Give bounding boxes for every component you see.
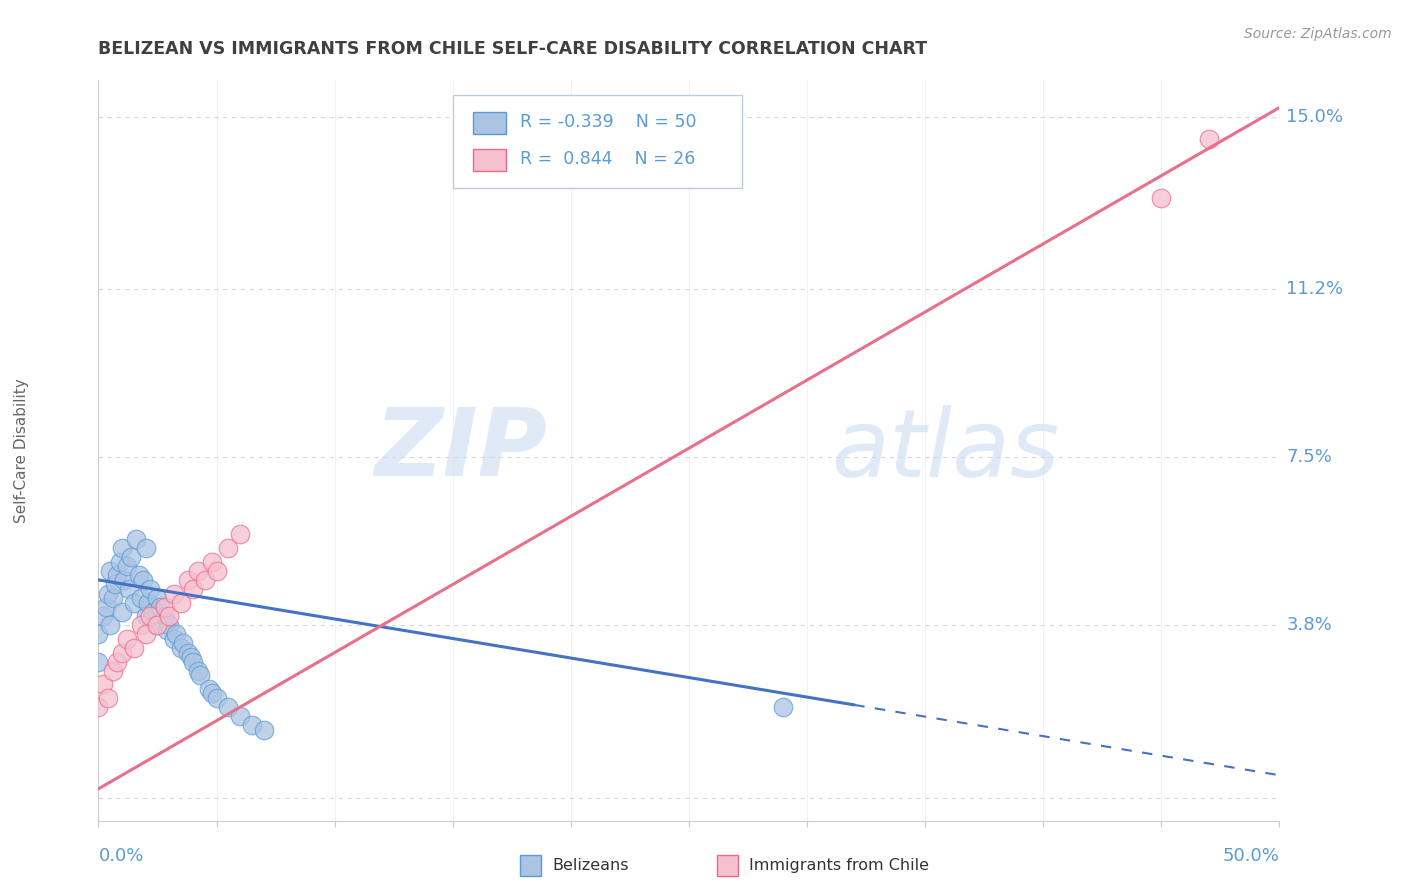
- Point: [94, 600, 117, 615]
- Text: ZIP: ZIP: [374, 404, 547, 497]
- Point: [153, 609, 176, 624]
- Text: R = -0.339    N = 50: R = -0.339 N = 50: [520, 113, 696, 131]
- Point: [149, 600, 172, 615]
- Point: [163, 586, 186, 600]
- Point: [136, 596, 159, 610]
- Point: [156, 623, 179, 637]
- Point: [115, 632, 138, 646]
- Point: [139, 609, 162, 624]
- Point: [105, 655, 128, 669]
- Point: [87, 627, 110, 641]
- Point: [201, 555, 224, 569]
- Point: [108, 555, 131, 569]
- Point: [135, 609, 157, 624]
- Point: [229, 527, 252, 541]
- Point: [170, 596, 193, 610]
- Point: [170, 641, 193, 656]
- Point: [163, 632, 186, 646]
- Text: Source: ZipAtlas.com: Source: ZipAtlas.com: [1244, 27, 1392, 41]
- Point: [91, 677, 114, 691]
- Point: [128, 568, 150, 582]
- Text: Self-Care Disability: Self-Care Disability: [14, 378, 28, 523]
- Point: [87, 700, 110, 714]
- Point: [139, 582, 162, 596]
- Point: [129, 618, 152, 632]
- Point: [91, 609, 114, 624]
- Point: [229, 709, 252, 723]
- Point: [98, 564, 121, 578]
- Point: [772, 700, 794, 714]
- Point: [180, 650, 202, 665]
- Point: [135, 627, 157, 641]
- Point: [115, 559, 138, 574]
- Point: [111, 605, 134, 619]
- Point: [118, 582, 141, 596]
- Point: [101, 664, 124, 678]
- Point: [104, 577, 127, 591]
- Text: 3.8%: 3.8%: [1286, 616, 1333, 634]
- Point: [122, 596, 145, 610]
- Point: [111, 646, 134, 660]
- Point: [153, 600, 176, 615]
- Point: [217, 541, 239, 555]
- Point: [201, 686, 224, 700]
- Point: [97, 586, 120, 600]
- Point: [1150, 191, 1173, 205]
- Text: BELIZEAN VS IMMIGRANTS FROM CHILE SELF-CARE DISABILITY CORRELATION CHART: BELIZEAN VS IMMIGRANTS FROM CHILE SELF-C…: [98, 40, 928, 58]
- Point: [177, 573, 200, 587]
- Point: [205, 691, 228, 706]
- Text: 7.5%: 7.5%: [1286, 449, 1333, 467]
- Point: [181, 582, 204, 596]
- Point: [187, 564, 209, 578]
- Point: [146, 591, 169, 605]
- Point: [1198, 132, 1220, 146]
- Point: [157, 618, 180, 632]
- Point: [122, 641, 145, 656]
- Point: [87, 655, 110, 669]
- Point: [97, 691, 120, 706]
- Point: [135, 541, 157, 555]
- Point: [98, 618, 121, 632]
- Point: [125, 532, 148, 546]
- Text: 50.0%: 50.0%: [1223, 847, 1279, 865]
- Point: [165, 627, 187, 641]
- FancyBboxPatch shape: [453, 95, 742, 187]
- Text: 11.2%: 11.2%: [1286, 280, 1344, 298]
- Text: 15.0%: 15.0%: [1286, 108, 1344, 126]
- Point: [198, 681, 221, 696]
- Text: R =  0.844    N = 26: R = 0.844 N = 26: [520, 151, 696, 169]
- FancyBboxPatch shape: [472, 149, 506, 171]
- Point: [217, 700, 239, 714]
- Point: [105, 568, 128, 582]
- Point: [142, 605, 165, 619]
- Text: 0.0%: 0.0%: [98, 847, 143, 865]
- Point: [240, 718, 263, 732]
- Point: [188, 668, 211, 682]
- Point: [181, 655, 204, 669]
- Text: atlas: atlas: [831, 405, 1059, 496]
- Point: [172, 636, 194, 650]
- Point: [143, 618, 166, 632]
- Point: [205, 564, 228, 578]
- Point: [177, 646, 200, 660]
- Point: [146, 618, 169, 632]
- Point: [101, 591, 124, 605]
- Point: [129, 591, 152, 605]
- Text: Immigrants from Chile: Immigrants from Chile: [749, 858, 929, 872]
- Point: [187, 664, 209, 678]
- FancyBboxPatch shape: [472, 112, 506, 135]
- Point: [112, 573, 135, 587]
- Text: Belizeans: Belizeans: [553, 858, 628, 872]
- Point: [111, 541, 134, 555]
- Point: [132, 573, 155, 587]
- Point: [157, 609, 180, 624]
- Point: [121, 550, 143, 565]
- Point: [194, 573, 217, 587]
- Point: [253, 723, 276, 737]
